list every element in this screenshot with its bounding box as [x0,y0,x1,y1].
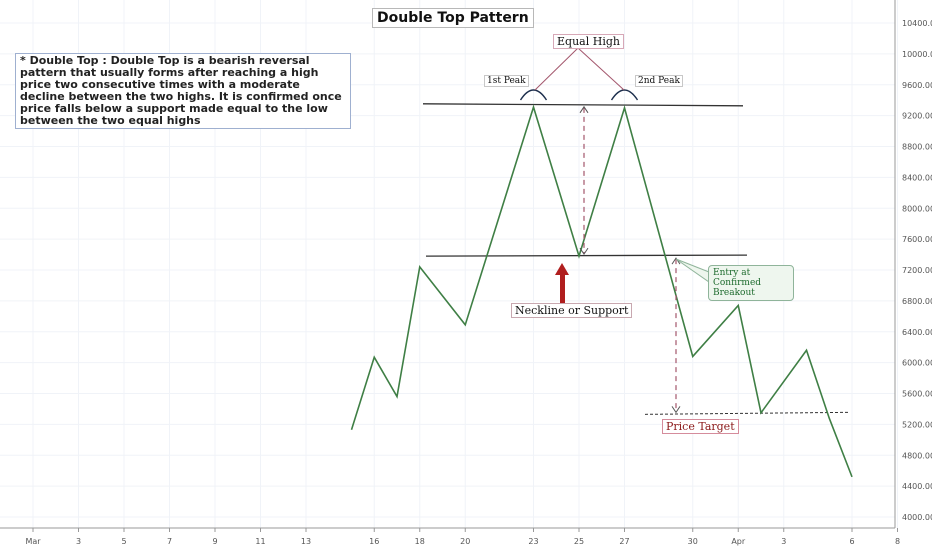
y-tick-label: 5200.00 [902,420,932,429]
grid [0,0,898,528]
y-tick-label: 6000.00 [902,359,932,368]
y-tick-label: 8000.00 [902,204,932,213]
x-tick-label: 3 [76,537,81,546]
x-tick-label: 9 [212,537,217,546]
second-peak-label: 2nd Peak [635,75,683,87]
y-tick-label: 6400.00 [902,328,932,337]
first-peak-arc [519,89,548,101]
x-tick-label: 11 [255,537,265,546]
pattern-levels [422,103,849,415]
equal-high-connector-right [577,47,625,91]
neckline-arrow-head [555,263,569,275]
x-tick-label: 18 [415,537,425,546]
equal-high-connector-left [534,47,579,91]
entry-callout: Entry at Confirmed Breakout [708,265,794,301]
y-tick-label: 9600.00 [902,81,932,90]
second-peak-arc [610,89,639,101]
arrow-up-head [579,105,589,114]
y-tick-label: 4400.00 [902,482,932,491]
price-target-label: Price Target [662,419,739,434]
neckline-line [425,254,748,257]
y-tick-label: 10400.00 [902,19,932,28]
target-arrow-down-head [671,406,681,414]
target-arrow-up-head [671,257,681,265]
resistance-line [422,103,744,107]
chart-title: Double Top Pattern [372,8,534,28]
x-tick-label: 5 [121,537,126,546]
y-tick-label: 6800.00 [902,297,932,306]
price-line [350,104,853,478]
x-tick-label: 25 [574,537,584,546]
arrow-down-head [579,247,589,256]
y-tick-label: 5600.00 [902,390,932,399]
price-target-line [644,411,849,415]
x-tick-label: 8 [895,537,900,546]
neckline-arrow-shaft [560,272,565,303]
y-tick-label: 10000.00 [902,50,932,59]
x-tick-label: 6 [849,537,854,546]
x-tick-label: 27 [619,537,629,546]
description-box: * Double Top : Double Top is a bearish r… [15,53,351,129]
x-tick-label: 3 [781,537,786,546]
neckline-label: Neckline or Support [511,303,633,318]
x-tick-label: Mar [25,537,41,546]
y-tick-label: 8800.00 [902,143,932,152]
x-tick-label: Apr [731,537,746,546]
x-tick-label: 16 [369,537,379,546]
y-tick-label: 7200.00 [902,266,932,275]
x-tick-label: 30 [688,537,698,546]
x-tick-label: 20 [460,537,470,546]
x-tick-label: 7 [167,537,172,546]
first-peak-label: 1st Peak [484,75,529,87]
y-tick-label: 4800.00 [902,451,932,460]
y-tick-label: 8400.00 [902,173,932,182]
x-tick-label: 23 [528,537,538,546]
y-tick-label: 4000.00 [902,513,932,522]
equal-high-label: Equal High [553,34,624,49]
y-tick-label: 7600.00 [902,235,932,244]
y-tick-label: 9200.00 [902,112,932,121]
price-series [350,104,853,478]
annotation-marks [519,47,710,414]
x-tick-label: 13 [301,537,311,546]
